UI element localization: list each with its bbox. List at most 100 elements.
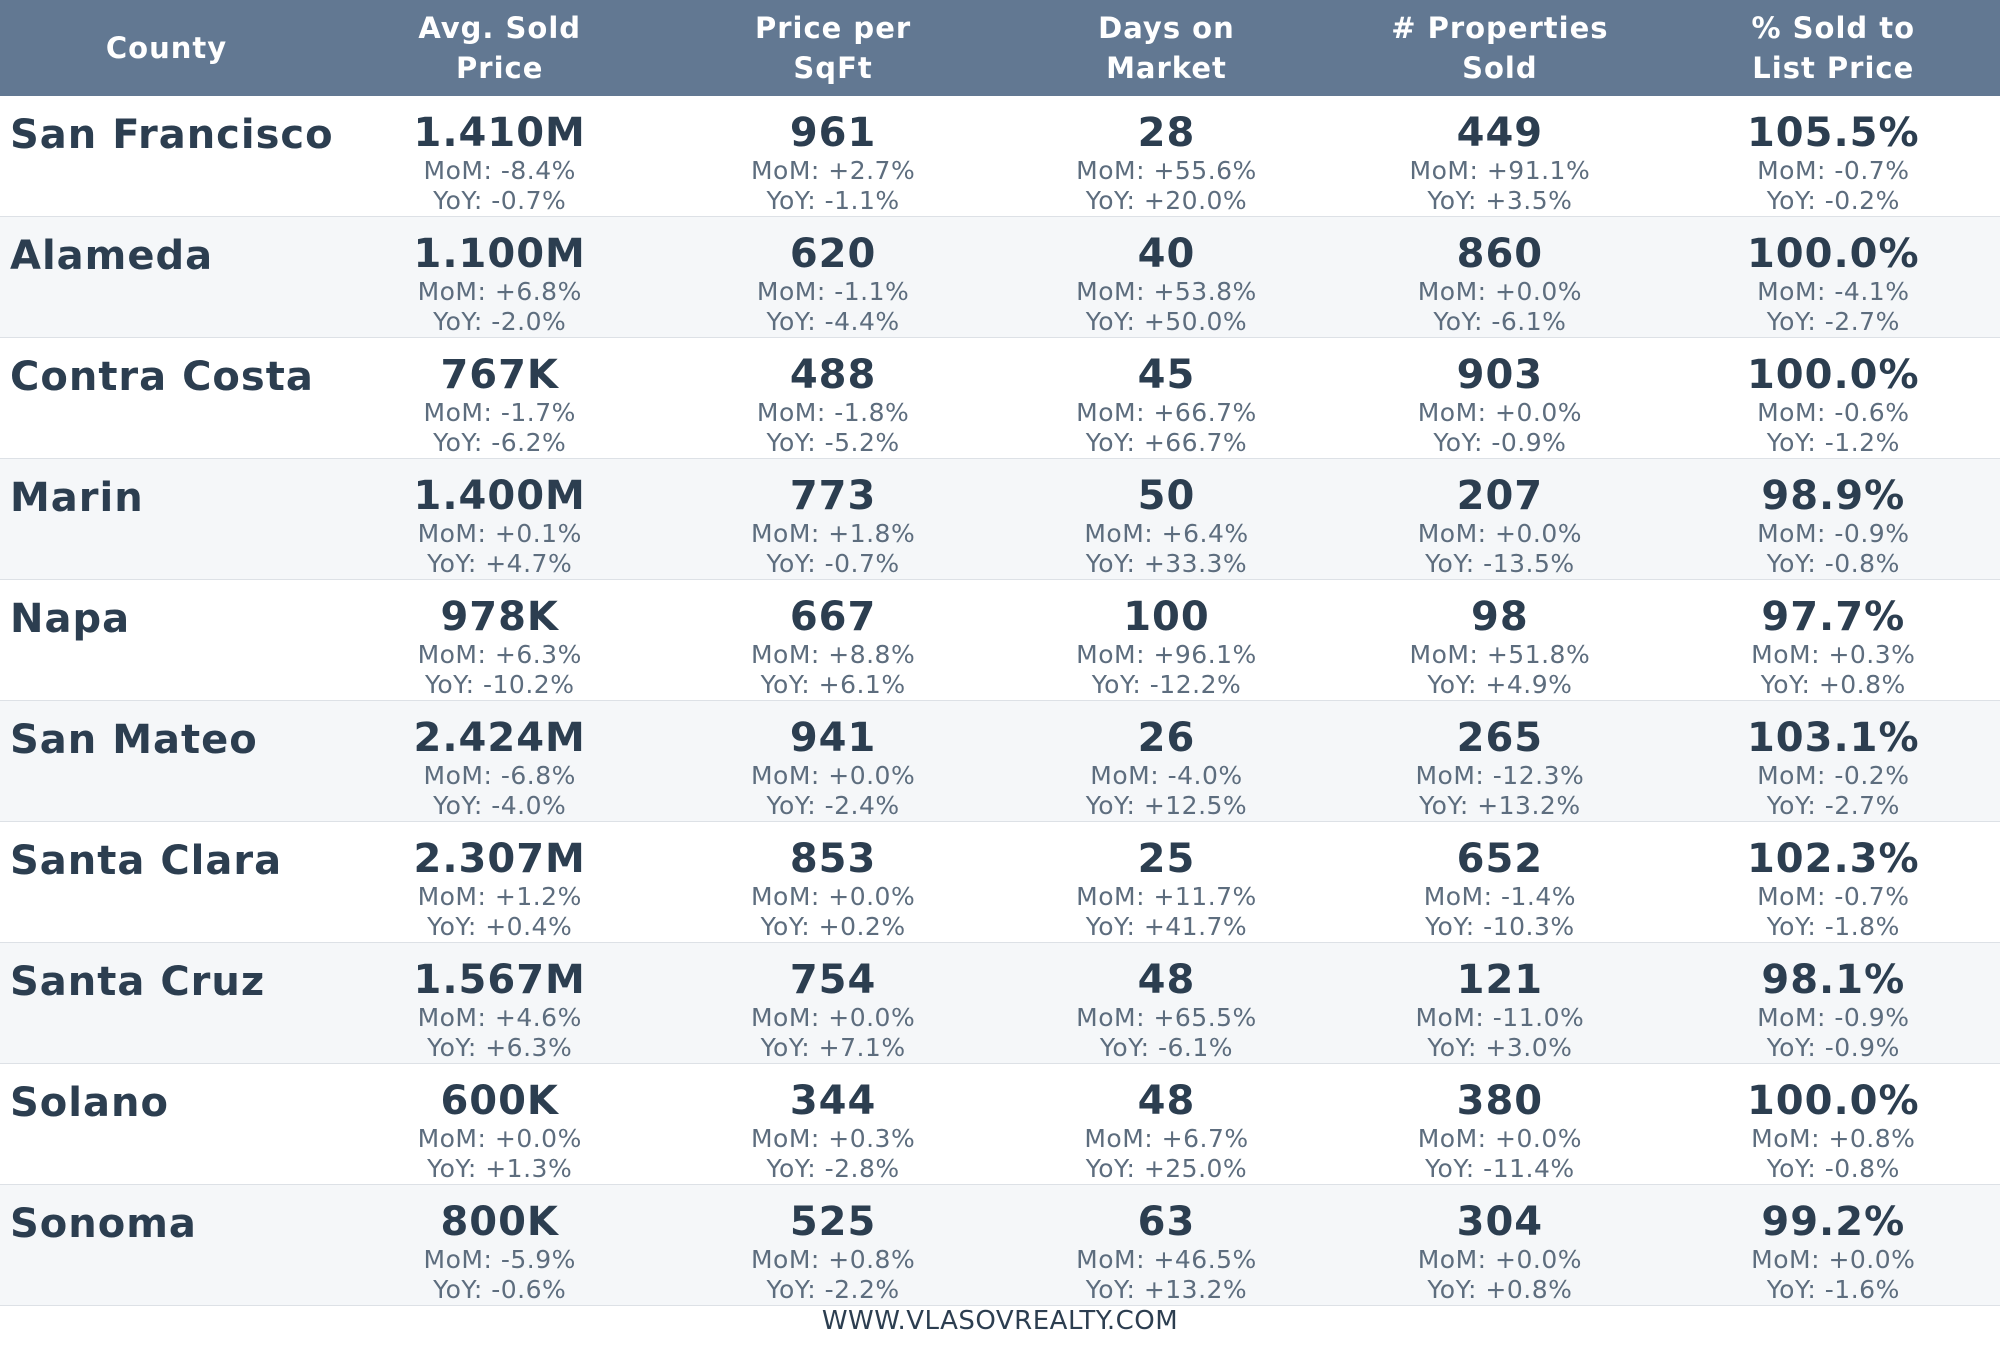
yoy-change: YoY: +6.3% <box>427 1033 573 1062</box>
column-header-line2: List Price <box>1752 51 1915 85</box>
cell-price-per-sqft: 488 MoM: -1.8% YoY: -5.2% <box>666 338 999 459</box>
metric-value: 488 <box>789 352 877 398</box>
cell-properties-sold: 121 MoM: -11.0% YoY: +3.0% <box>1333 943 1666 1064</box>
column-header-line1: Price per <box>754 11 912 45</box>
yoy-change: YoY: -6.1% <box>1099 1033 1234 1062</box>
metric-value: 1.400M <box>413 473 586 519</box>
mom-change: MoM: -0.9% <box>1757 1003 1910 1032</box>
metric-block: 26 MoM: -4.0% YoY: +12.5% <box>1000 701 1333 821</box>
mom-change: MoM: +0.0% <box>1417 519 1582 548</box>
metric-block: 105.5% MoM: -0.7% YoY: -0.2% <box>1667 96 2000 216</box>
cell-days-on-market: 40 MoM: +53.8% YoY: +50.0% <box>1000 217 1333 338</box>
yoy-change: YoY: -0.6% <box>433 1275 567 1304</box>
metric-value: 304 <box>1456 1199 1544 1245</box>
yoy-change: YoY: +66.7% <box>1085 428 1248 457</box>
metric-block: 25 MoM: +11.7% YoY: +41.7% <box>1000 822 1333 942</box>
yoy-change: YoY: -10.2% <box>424 670 575 699</box>
yoy-change: YoY: -1.6% <box>1766 1275 1900 1304</box>
metric-block: 1.100M MoM: +6.8% YoY: -2.0% <box>333 217 666 337</box>
yoy-change: YoY: -2.2% <box>766 1275 900 1304</box>
cell-avg-sold-price: 767K MoM: -1.7% YoY: -6.2% <box>333 338 666 459</box>
cell-properties-sold: 304 MoM: +0.0% YoY: +0.8% <box>1333 1185 1666 1306</box>
metric-value: 344 <box>789 1078 877 1124</box>
metric-value: 48 <box>1137 1078 1196 1124</box>
cell-sold-to-list: 98.9% MoM: -0.9% YoY: -0.8% <box>1667 459 2000 580</box>
mom-change: MoM: +0.3% <box>1751 640 1916 669</box>
cell-days-on-market: 100 MoM: +96.1% YoY: -12.2% <box>1000 580 1333 701</box>
mom-change: MoM: -11.0% <box>1415 1003 1585 1032</box>
yoy-change: YoY: +4.7% <box>427 549 573 578</box>
column-header-county: County <box>0 0 333 96</box>
column-header-line1: County <box>105 31 228 65</box>
table-row: Sonoma 800K MoM: -5.9% YoY: -0.6% 525 MoM: +0… <box>0 1184 2000 1306</box>
metric-block: 1.400M MoM: +0.1% YoY: +4.7% <box>333 459 666 579</box>
cell-sold-to-list: 100.0% MoM: +0.8% YoY: -0.8% <box>1667 1064 2000 1185</box>
mom-change: MoM: +0.8% <box>750 1245 916 1274</box>
yoy-change: YoY: -11.4% <box>1425 1154 1575 1183</box>
cell-price-per-sqft: 620 MoM: -1.1% YoY: -4.4% <box>666 217 999 338</box>
cell-avg-sold-price: 1.400M MoM: +0.1% YoY: +4.7% <box>333 459 666 580</box>
mom-change: MoM: +91.1% <box>1409 156 1591 185</box>
metric-block: 754 MoM: +0.0% YoY: +7.1% <box>666 943 999 1063</box>
metric-value: 105.5% <box>1746 110 1920 156</box>
column-header-properties-sold: # Properties Sold <box>1333 0 1666 96</box>
yoy-change: YoY: +13.2% <box>1419 791 1581 820</box>
metric-value: 98.1% <box>1761 957 1906 1003</box>
metric-block: 100.0% MoM: +0.8% YoY: -0.8% <box>1667 1064 2000 1184</box>
mom-change: MoM: -6.8% <box>423 761 576 790</box>
column-header-line2: Sold <box>1462 51 1538 85</box>
cell-price-per-sqft: 961 MoM: +2.7% YoY: -1.1% <box>666 96 999 217</box>
yoy-change: YoY: +20.0% <box>1085 186 1248 215</box>
metric-value: 1.410M <box>413 110 586 156</box>
metric-block: 100.0% MoM: -0.6% YoY: -1.2% <box>1667 338 2000 458</box>
cell-days-on-market: 63 MoM: +46.5% YoY: +13.2% <box>1000 1185 1333 1306</box>
mom-change: MoM: +66.7% <box>1076 398 1257 427</box>
cell-days-on-market: 48 MoM: +6.7% YoY: +25.0% <box>1000 1064 1333 1185</box>
yoy-change: YoY: -0.2% <box>1766 186 1900 215</box>
metric-block: 100.0% MoM: -4.1% YoY: -2.7% <box>1667 217 2000 337</box>
yoy-change: YoY: +3.0% <box>1427 1033 1573 1062</box>
metric-block: 50 MoM: +6.4% YoY: +33.3% <box>1000 459 1333 579</box>
metric-value: 754 <box>789 957 877 1003</box>
metric-value: 265 <box>1456 715 1544 761</box>
metric-value: 98 <box>1471 594 1529 640</box>
yoy-change: YoY: -4.0% <box>433 791 567 820</box>
metric-block: 773 MoM: +1.8% YoY: -0.7% <box>666 459 999 579</box>
mom-change: MoM: +8.8% <box>750 640 916 669</box>
metric-value: 600K <box>440 1078 559 1124</box>
mom-change: MoM: +0.0% <box>417 1124 582 1153</box>
metric-value: 1.100M <box>413 231 586 277</box>
county-name: Sonoma <box>10 1201 197 1247</box>
column-header-line2: SqFt <box>793 51 873 85</box>
metric-block: 48 MoM: +6.7% YoY: +25.0% <box>1000 1064 1333 1184</box>
cell-price-per-sqft: 525 MoM: +0.8% YoY: -2.2% <box>666 1185 999 1306</box>
yoy-change: YoY: +0.8% <box>1427 1275 1573 1304</box>
metric-block: 344 MoM: +0.3% YoY: -2.8% <box>666 1064 999 1184</box>
mom-change: MoM: +53.8% <box>1076 277 1257 306</box>
cell-avg-sold-price: 1.410M MoM: -8.4% YoY: -0.7% <box>333 96 666 217</box>
mom-change: MoM: -4.1% <box>1757 277 1910 306</box>
table-row: San Francisco 1.410M MoM: -8.4% YoY: -0.7% 9… <box>0 96 2000 217</box>
yoy-change: YoY: +0.2% <box>760 912 906 941</box>
metric-block: 97.7% MoM: +0.3% YoY: +0.8% <box>1667 580 2000 700</box>
cell-price-per-sqft: 667 MoM: +8.8% YoY: +6.1% <box>666 580 999 701</box>
mom-change: MoM: +65.5% <box>1076 1003 1257 1032</box>
cell-properties-sold: 207 MoM: +0.0% YoY: -13.5% <box>1333 459 1666 580</box>
cell-avg-sold-price: 600K MoM: +0.0% YoY: +1.3% <box>333 1064 666 1185</box>
table-row: Santa Cruz 1.567M MoM: +4.6% YoY: +6.3% 754 M… <box>0 942 2000 1064</box>
metric-block: 652 MoM: -1.4% YoY: -10.3% <box>1333 822 1666 942</box>
yoy-change: YoY: +33.3% <box>1085 549 1248 578</box>
yoy-change: YoY: -13.5% <box>1425 549 1575 578</box>
county-name: Alameda <box>10 233 214 279</box>
yoy-change: YoY: -1.1% <box>766 186 900 215</box>
mom-change: MoM: +0.0% <box>1417 277 1582 306</box>
metric-block: 1.567M MoM: +4.6% YoY: +6.3% <box>333 943 666 1063</box>
metric-block: 860 MoM: +0.0% YoY: -6.1% <box>1333 217 1666 337</box>
metric-block: 525 MoM: +0.8% YoY: -2.2% <box>666 1185 999 1305</box>
header-row: County Avg. Sold Price Price per SqFt Da… <box>0 0 2000 96</box>
mom-change: MoM: +6.3% <box>417 640 582 669</box>
cell-avg-sold-price: 2.307M MoM: +1.2% YoY: +0.4% <box>333 822 666 943</box>
metric-block: 63 MoM: +46.5% YoY: +13.2% <box>1000 1185 1333 1305</box>
metric-block: 98.9% MoM: -0.9% YoY: -0.8% <box>1667 459 2000 579</box>
mom-change: MoM: +0.0% <box>750 882 916 911</box>
